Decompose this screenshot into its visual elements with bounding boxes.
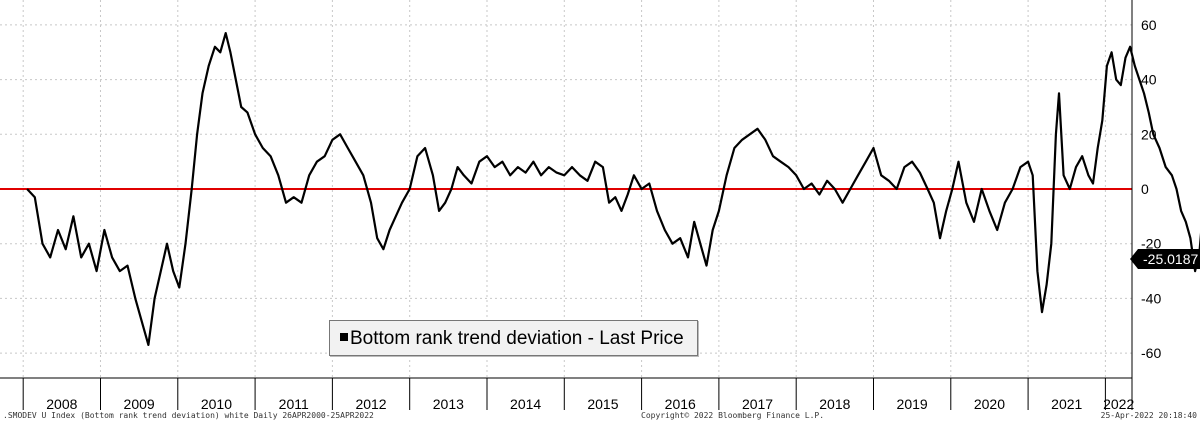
- x-tick-label: 2013: [433, 396, 464, 412]
- x-tick-label: 2015: [587, 396, 618, 412]
- x-tick-label: 2008: [46, 396, 77, 412]
- y-tick-label: 20: [1141, 126, 1157, 142]
- y-tick-label: -20: [1141, 236, 1161, 252]
- legend-label: Bottom rank trend deviation - Last Price: [350, 328, 684, 349]
- footer-copyright: Copyright© 2022 Bloomberg Finance L.P.: [641, 411, 825, 420]
- y-tick-label: 40: [1141, 72, 1157, 88]
- x-tick-label: 2019: [897, 396, 928, 412]
- footer-timestamp: 25-Apr-2022 20:18:40: [1100, 411, 1197, 420]
- x-tick-label: 2009: [124, 396, 155, 412]
- x-tick-label: 2010: [201, 396, 232, 412]
- x-tick-label: 2022: [1103, 396, 1134, 412]
- last-value-arrow: [1130, 249, 1138, 269]
- y-tick-label: 0: [1141, 181, 1149, 197]
- x-axis: 2008 2009 2010 2011 2012 2013 2014 2015 2016 2017…: [0, 0, 1134, 412]
- last-value-badge: -25.0187: [1138, 249, 1200, 269]
- legend-swatch: [340, 333, 348, 341]
- series-line: [26, 32, 1200, 346]
- y-axis: 60 40 20 0 -20 -40 -60: [1141, 17, 1161, 361]
- x-tick-label: 2020: [974, 396, 1005, 412]
- x-tick-label: 2011: [279, 396, 309, 412]
- legend-entry: Bottom rank trend deviation - Last Price: [340, 328, 684, 350]
- x-tick-label: 2014: [510, 396, 541, 412]
- x-tick-label: 2012: [355, 396, 386, 412]
- x-tick-label: 2016: [665, 396, 696, 412]
- legend: Bottom rank trend deviation - Last Price: [329, 320, 698, 356]
- x-tick-label: 2018: [819, 396, 850, 412]
- y-tick-label: 60: [1141, 17, 1157, 33]
- x-tick-label: 2021: [1051, 396, 1082, 412]
- x-tick-label: 2017: [742, 396, 773, 412]
- y-tick-label: -40: [1141, 290, 1161, 306]
- y-tick-label: -60: [1141, 345, 1161, 361]
- footer-index-info: .SMODEV U Index (Bottom rank trend devia…: [3, 411, 374, 420]
